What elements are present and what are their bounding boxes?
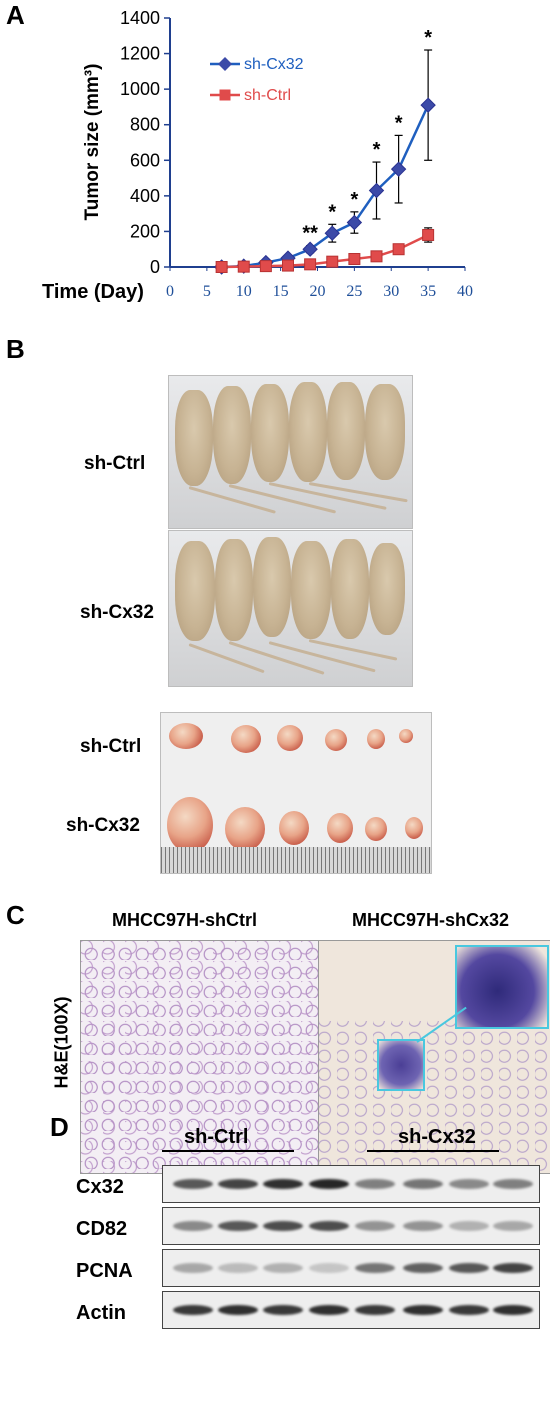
blot-group-sh-ctrl: sh-Ctrl: [184, 1126, 249, 1148]
significance-marker: **: [302, 223, 318, 245]
significance-marker: *: [373, 139, 381, 161]
x-tick-label: 30: [383, 283, 399, 300]
x-tick-label: 40: [457, 283, 473, 300]
data-point-sh-cx32: [390, 161, 407, 177]
metastasis-region: [377, 1039, 425, 1091]
y-tick-label: 1000: [120, 79, 160, 99]
significance-marker: *: [350, 189, 358, 211]
significance-marker: *: [395, 112, 403, 134]
blot-row-cd82: CD82: [76, 1218, 128, 1240]
x-axis-label: Time (Day): [42, 281, 144, 303]
significance-marker: *: [328, 201, 336, 223]
blot-group-sh-cx32: sh-Cx32: [398, 1126, 476, 1148]
tumor-growth-chart: 0 200 400 600 800 1000 1200 1400 0 5 10 15 20 25 30 35 4…: [42, 8, 473, 303]
blot-strip-pcna: [162, 1249, 540, 1287]
x-tick-label: 25: [346, 283, 362, 300]
y-tick-label: 0: [150, 257, 160, 277]
x-tick-label: 5: [203, 283, 211, 300]
tumor-label-sh-cx32: sh-Cx32: [66, 815, 140, 836]
mice-label-sh-ctrl: sh-Ctrl: [84, 453, 146, 474]
mice-photo-sh-cx32: [168, 530, 413, 687]
blot-strip-cx32: [162, 1165, 540, 1203]
blot-strip-actin: [162, 1291, 540, 1329]
x-tick-label: 0: [166, 283, 174, 300]
data-point-sh-ctrl: [237, 260, 250, 273]
blot-group-line-2: [367, 1150, 499, 1152]
data-point-sh-ctrl: [259, 260, 272, 273]
blot-row-pcna: PCNA: [76, 1260, 133, 1282]
panel-letter-d: D: [50, 1112, 69, 1142]
y-tick-label: 200: [130, 221, 160, 241]
panel-letter-a: A: [6, 0, 25, 30]
metastasis-inset: [455, 945, 549, 1029]
panel-letter-c: C: [6, 900, 25, 930]
y-tick-label: 1200: [120, 44, 160, 64]
data-point-sh-cx32: [368, 182, 385, 199]
x-tick-label: 20: [310, 283, 326, 300]
legend-label-sh-cx32: sh-Cx32: [244, 56, 304, 73]
data-point-sh-cx32: [420, 97, 436, 113]
data-point-sh-ctrl: [215, 261, 228, 273]
legend-marker-sh-ctrl: [219, 89, 231, 101]
stain-label: H&E(100X): [51, 996, 72, 1089]
y-tick-label: 400: [130, 186, 160, 206]
data-point-sh-cx32: [302, 241, 318, 257]
data-point-sh-ctrl: [370, 250, 383, 263]
x-tick-label: 10: [236, 283, 252, 300]
y-tick-label: 1400: [120, 8, 160, 28]
data-point-sh-cx32: [324, 225, 340, 241]
data-point-sh-ctrl: [392, 243, 405, 256]
y-tick-label: 600: [130, 150, 160, 170]
legend-marker-sh-cx32: [218, 57, 232, 71]
legend-label-sh-ctrl: sh-Ctrl: [244, 87, 291, 104]
chart-axes: 0 200 400 600 800 1000 1200 1400 0 5 10 15 20 25 30 35 4…: [120, 8, 473, 300]
tumor-photo: [160, 712, 432, 874]
chart-marks: *******: [213, 27, 436, 275]
blot-row-cx32: Cx32: [76, 1176, 124, 1198]
mice-label-sh-cx32: sh-Cx32: [80, 602, 154, 623]
x-tick-label: 15: [273, 283, 289, 300]
significance-marker: *: [424, 27, 432, 49]
histo-title-shctrl: MHCC97H-shCtrl: [112, 910, 258, 930]
blot-group-line-1: [162, 1150, 294, 1152]
tumor-label-sh-ctrl: sh-Ctrl: [80, 736, 142, 757]
blot-strip-cd82: [162, 1207, 540, 1245]
series-line-sh-ctrl: [221, 233, 429, 269]
x-tick-label: 35: [420, 283, 436, 300]
chart-legend: sh-Cx32 sh-Ctrl: [210, 56, 304, 104]
y-axis-label: Tumor size (mm³): [82, 64, 103, 221]
data-point-sh-ctrl: [422, 228, 435, 241]
data-point-sh-ctrl: [282, 259, 294, 272]
mice-photo-sh-ctrl: [168, 375, 413, 529]
data-point-sh-ctrl: [326, 255, 339, 268]
series-line-sh-cx32: [221, 104, 430, 269]
histo-title-shcx32: MHCC97H-shCx32: [352, 910, 510, 930]
blot-row-actin: Actin: [76, 1302, 126, 1324]
data-point-sh-ctrl: [348, 252, 361, 265]
data-point-sh-cx32: [346, 214, 363, 231]
histology-image-shctrl: [80, 940, 319, 1174]
panel-letter-b: B: [6, 334, 25, 364]
y-tick-label: 800: [130, 115, 160, 135]
data-point-sh-ctrl: [304, 258, 317, 271]
